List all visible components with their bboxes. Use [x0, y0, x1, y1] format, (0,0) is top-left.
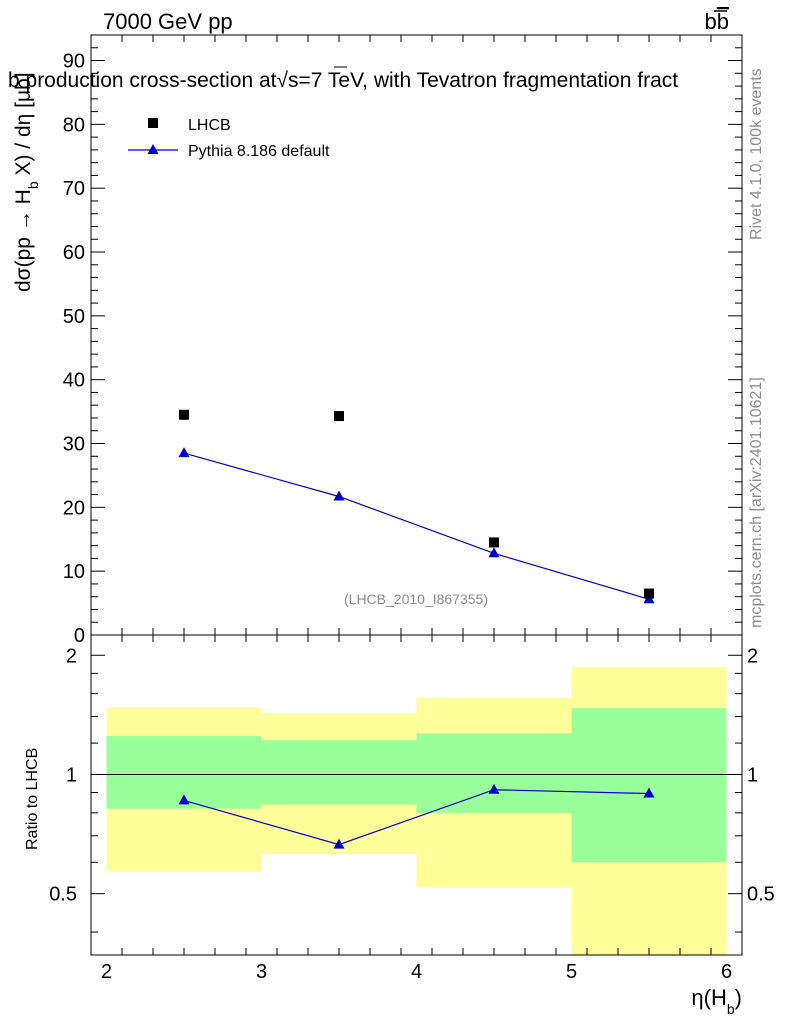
mcplots-label: mcplots.cern.ch [arXiv:2401.10621] — [748, 377, 765, 628]
pythia-line — [183, 452, 650, 600]
ratio-y-tick-label: 2 — [66, 645, 77, 667]
ratio-y-axis-label: Ratio to LHCB — [24, 748, 41, 850]
legend-pythia-label: Pythia 8.186 default — [188, 143, 330, 160]
analysis-watermark: (LHCB_2010_I867355) — [344, 591, 488, 607]
ratio-band-inner — [416, 733, 572, 813]
lhcb-point — [179, 409, 189, 420]
ratio-y-tick-label: 0.5 — [49, 884, 77, 906]
ratio-y-tick-label-right: 0.5 — [747, 884, 775, 906]
x-axis-label: η(Hb) — [691, 985, 742, 1017]
y-tick-label: 70 — [63, 178, 85, 200]
legend: LHCB Pythia 8.186 default — [128, 117, 330, 160]
y-tick-label: 30 — [63, 434, 85, 456]
main-series — [178, 409, 655, 604]
main-y-ticks: 0 10 20 30 40 50 60 70 80 90 — [63, 34, 742, 647]
ratio-series — [178, 783, 655, 849]
ratio-panel: 0.5 0.5 1 1 2 2 2 3 4 5 6 Ratio to LHCB η(Hb) — [24, 634, 775, 1017]
legend-lhcb-label: LHCB — [188, 117, 231, 134]
ratio-frame — [90, 634, 743, 956]
y-tick-label: 0 — [74, 625, 85, 647]
ratio-y-tick-label-right: 2 — [747, 645, 758, 667]
ratio-y-ticks: 0.5 0.5 1 1 2 2 — [49, 645, 775, 933]
y-tick-label: 80 — [63, 114, 85, 136]
main-y-axis-label: dσ(pp → Hb X) / dη [μb] — [12, 72, 41, 292]
lhcb-point — [489, 537, 499, 548]
x-tick-label: 3 — [256, 961, 267, 983]
ratio-pythia-point — [488, 783, 500, 794]
x-tick-label: 6 — [721, 961, 732, 983]
header-energy-label: 7000 GeV pp — [103, 9, 233, 34]
pythia-point — [488, 547, 500, 558]
ratio-y-tick-label: 1 — [66, 764, 77, 786]
y-tick-label: 50 — [63, 306, 85, 328]
y-tick-label: 20 — [63, 497, 85, 519]
ratio-bands — [106, 666, 727, 955]
y-tick-label: 60 — [63, 242, 85, 264]
main-x-ticks — [90, 35, 743, 635]
pythia-point — [178, 447, 190, 458]
ratio-x-ticks: 2 3 4 5 6 — [90, 635, 743, 983]
y-tick-label: 90 — [63, 51, 85, 73]
ratio-pythia-point — [333, 838, 345, 849]
ratio-band-inner — [261, 740, 417, 805]
ratio-pythia-point — [643, 787, 655, 798]
x-tick-label: 5 — [566, 961, 577, 983]
x-tick-label: 4 — [411, 961, 422, 983]
lhcb-point — [644, 588, 654, 599]
y-tick-label: 10 — [63, 561, 85, 583]
legend-pythia-marker — [147, 144, 159, 154]
header-process-label: bb — [705, 9, 730, 34]
legend-lhcb-marker — [148, 118, 158, 128]
ratio-band-inner — [571, 708, 727, 863]
rivet-version-label: Rivet 4.1.0, 100k events — [748, 68, 765, 240]
ratio-pythia-line — [183, 789, 650, 846]
x-tick-label: 2 — [101, 961, 112, 983]
ratio-y-tick-label-right: 1 — [747, 764, 758, 786]
ratio-pythia-point — [178, 794, 190, 805]
y-tick-label: 40 — [63, 370, 85, 392]
lhcb-point — [334, 411, 344, 422]
pythia-point — [333, 490, 345, 501]
plot-title: b production cross-section at√s=7 TeV, w… — [8, 69, 678, 92]
